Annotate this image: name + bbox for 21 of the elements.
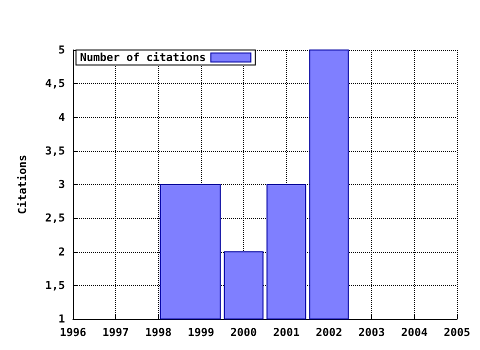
y-tick-label: 3 (58, 178, 65, 191)
y-tick-label: 2,5 (45, 212, 65, 225)
x-tick-label: 2005 (444, 326, 470, 339)
x-tick-label: 2001 (273, 326, 300, 339)
x-tick-label: 1996 (60, 326, 87, 339)
legend-label: Number of citations (80, 51, 206, 64)
x-tick-label: 1998 (145, 326, 172, 339)
y-tick-label: 2 (58, 245, 65, 258)
x-tick-label: 2002 (316, 326, 342, 339)
x-tick-label: 2004 (401, 326, 428, 339)
x-tick-label: 1999 (188, 326, 214, 339)
y-tick-label: 1 (58, 312, 66, 326)
y-tick-label: 3,5 (45, 144, 65, 158)
y-tick-label: 5 (58, 44, 65, 56)
x-tick-label: 2003 (358, 326, 385, 339)
x-tick-label: 2000 (230, 326, 257, 339)
y-tick-label: 4 (58, 110, 66, 124)
y-tick-label: 4,5 (45, 77, 65, 90)
y-tick-label: 1,5 (45, 278, 65, 292)
x-tick-label: 1997 (102, 326, 129, 339)
y-axis-title: Citations (16, 154, 29, 214)
